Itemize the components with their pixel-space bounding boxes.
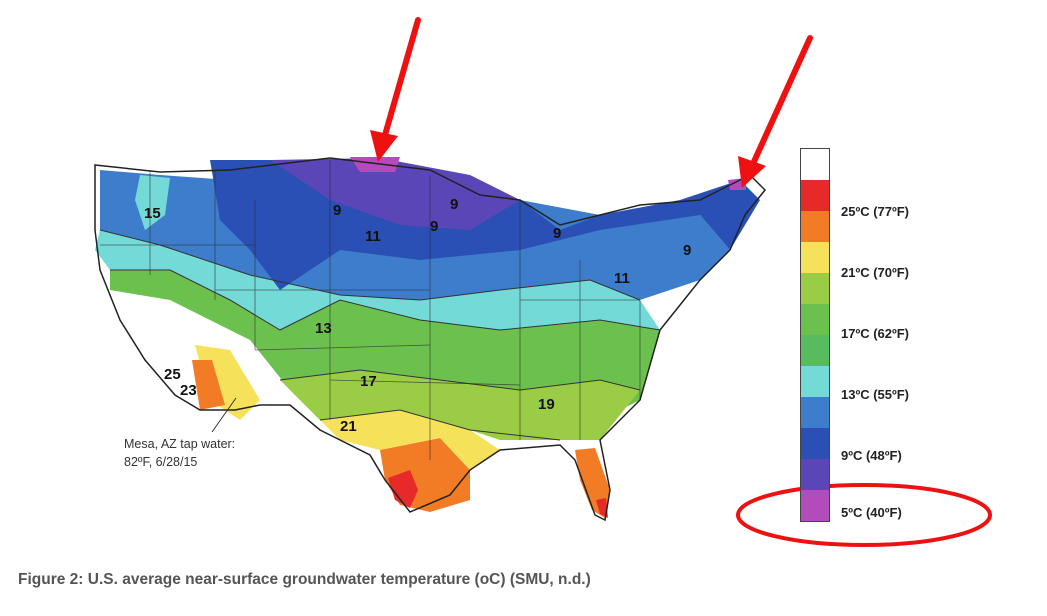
legend-swatch [801,211,829,242]
highlight-arrow-north [370,17,421,162]
zone-magenta-north [350,157,400,172]
contour-label: 15 [144,205,161,222]
legend-swatch [801,459,829,490]
legend-swatch [801,242,829,273]
legend-swatch [801,273,829,304]
zone-lightgreen-south [280,370,640,440]
zone-cyan-band [95,230,660,330]
contour-label: 9 [683,242,692,259]
zone-cyan-wa [135,175,170,230]
annotation-line-1: Mesa, AZ tap water: [124,437,236,451]
legend-label-25c: 25ºC (77ºF) [841,204,910,219]
contour-label: 9 [333,202,342,219]
highlight-arrow-maine [738,35,813,188]
contour-label: 23 [180,382,197,399]
contour-label: 11 [365,228,381,245]
contour-lines [99,229,661,441]
contour-label: 11 [614,270,630,287]
figure-caption: Figure 2: U.S. average near-surface grou… [18,571,591,588]
zone-purple-north [270,158,520,230]
legend-swatch [801,490,829,521]
zone-red-south-texas [388,470,418,508]
legend-label-21c: 21ºC (70ºF) [841,265,910,280]
legend-label-5c: 5ºC (40ºF) [841,505,902,520]
zone-orange-az [192,360,225,410]
legend-swatch [801,149,829,180]
legend-swatch [801,335,829,366]
legend-swatch [801,304,829,335]
legend-swatch [801,397,829,428]
contour-label: 21 [340,418,357,435]
annotation-leader-line [211,397,237,433]
contour-label: 13 [315,320,332,337]
contour-label: 9 [430,218,439,235]
legend-label-17c: 17ºC (62ºF) [841,326,910,341]
legend-swatch [801,428,829,459]
state-borders [100,160,641,460]
zone-red-florida [596,498,608,518]
contour-label: 19 [538,396,555,413]
contour-label: 17 [360,373,377,390]
legend-label-9c: 9ºC (48ºF) [841,448,902,463]
us-outline [94,157,767,522]
highlight-ellipse-5c [736,483,992,547]
legend-swatch [801,180,829,211]
contour-label: 25 [164,366,181,383]
contour-label: 9 [450,196,459,213]
legend-color-bar [800,148,830,522]
annotation-line-2: 82ºF, 6/28/15 [124,455,198,469]
legend-swatch [801,366,829,397]
zone-yellow-texas [320,410,500,470]
contour-label: 9 [553,225,562,242]
legend-label-13c: 13ºC (55ºF) [841,387,910,402]
